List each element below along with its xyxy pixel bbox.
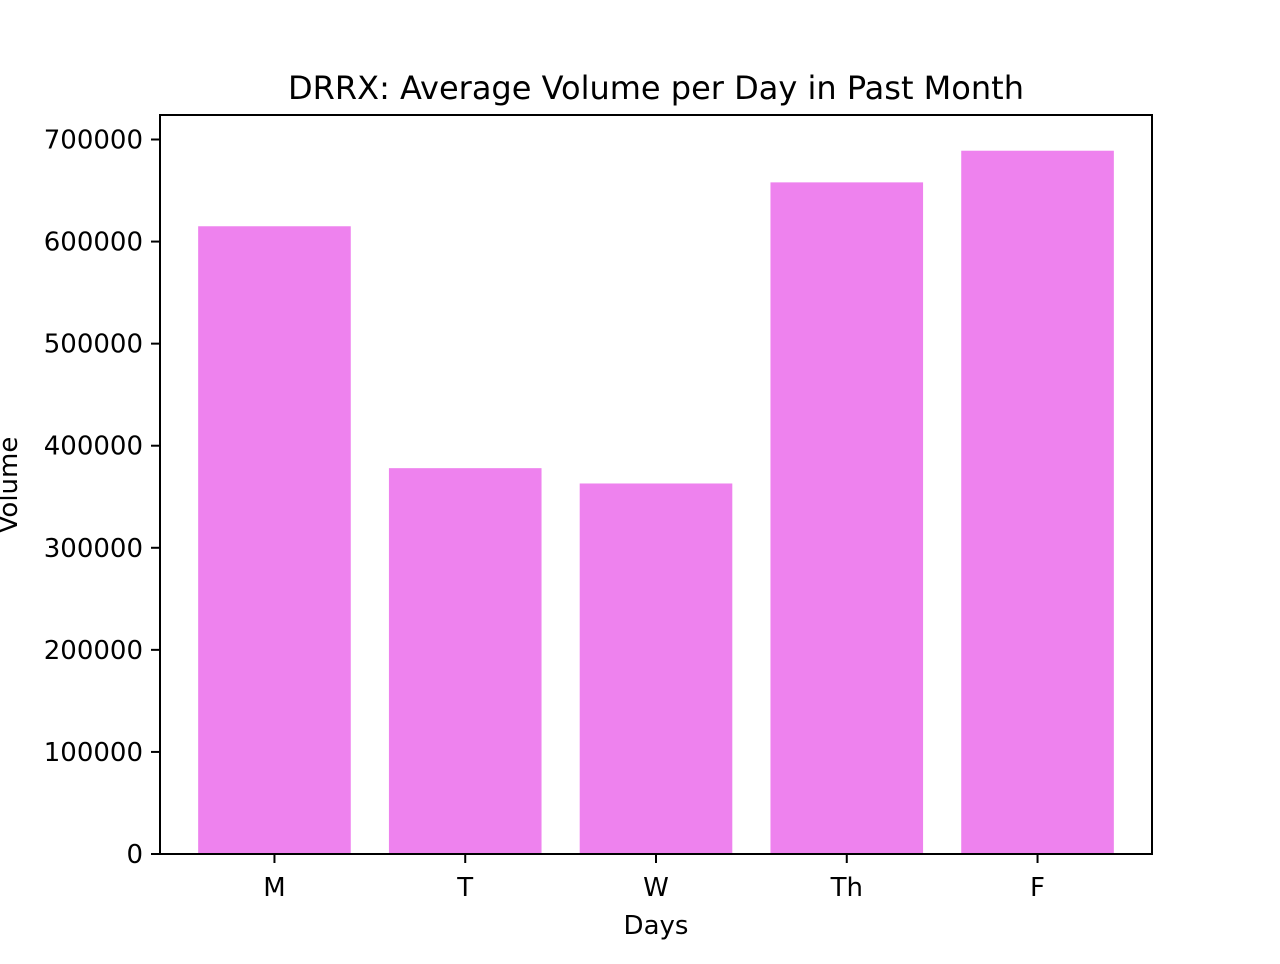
x-tick-label: W	[643, 873, 669, 903]
y-tick-label: 100000	[44, 738, 143, 768]
y-tick-label: 600000	[44, 228, 143, 258]
bar-th	[770, 182, 924, 854]
bar-t	[388, 468, 542, 854]
plot-area	[198, 150, 1114, 854]
y-axis: 0 100000 200000 300000 400000 500000 600000 700…	[44, 125, 160, 870]
y-tick-label: 500000	[44, 330, 143, 360]
y-tick-label: 300000	[44, 534, 143, 564]
chart-title: DRRX: Average Volume per Day in Past Mon…	[288, 69, 1024, 107]
x-tick-label: F	[1030, 873, 1045, 903]
bar-f	[961, 150, 1114, 854]
y-tick-label: 0	[126, 840, 143, 870]
plot-frame	[159, 114, 1153, 855]
y-tick-label: 400000	[44, 432, 143, 462]
x-tick-label: M	[263, 873, 285, 903]
y-tick-label: 200000	[44, 636, 143, 666]
bar-m	[198, 226, 351, 854]
y-tick-label: 700000	[44, 125, 143, 155]
x-tick-label: Th	[830, 873, 863, 903]
y-axis-label: Volume	[0, 437, 24, 534]
x-axis: M T W Th F	[263, 854, 1045, 903]
x-tick-label: T	[456, 873, 473, 903]
bar-w	[579, 483, 733, 854]
x-axis-label: Days	[624, 911, 689, 941]
